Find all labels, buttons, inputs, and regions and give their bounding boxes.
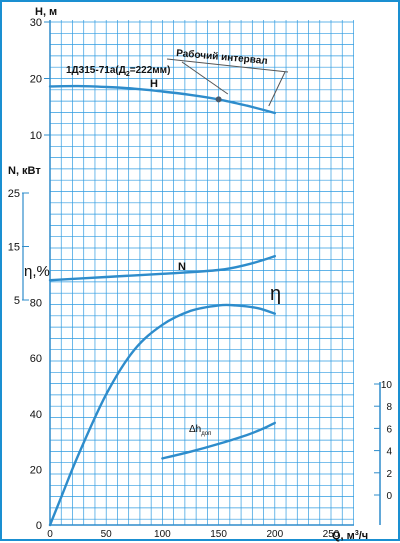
h-tick-label: 30 xyxy=(30,17,42,29)
working-interval-left-leader xyxy=(181,61,229,95)
x-tick-label: 250 xyxy=(323,529,340,540)
npsh-tick-label: 0 xyxy=(386,491,392,502)
h-axis-label: H, м xyxy=(35,6,57,18)
x-tick-label: 150 xyxy=(210,529,227,540)
npsh-curve-label: Δhдоп xyxy=(189,424,211,437)
x-axis-label: Q, м3/ч xyxy=(332,530,368,542)
x-tick-label: 50 xyxy=(101,529,113,540)
pump-model-label: 1Д315-71а(Д2=222мм) xyxy=(66,65,170,78)
x-tick-label: 100 xyxy=(154,529,171,540)
efficiency-tick-label: 40 xyxy=(30,409,42,421)
npsh-tick-label: 8 xyxy=(386,402,392,413)
n-tick-label: 25 xyxy=(8,188,20,200)
x-tick-label: 0 xyxy=(47,529,53,540)
n-curve xyxy=(48,254,276,282)
curves xyxy=(48,84,276,527)
working-interval-right-leader xyxy=(268,71,286,107)
npsh-curve xyxy=(161,421,276,460)
efficiency-tick-label: 80 xyxy=(30,298,42,310)
x-tick-label: 200 xyxy=(266,529,283,540)
curve-labels: H N η Δhдоп xyxy=(150,78,281,437)
npsh-tick-label: 10 xyxy=(381,380,393,391)
h-tick-label: 20 xyxy=(30,74,42,86)
efficiency-curve xyxy=(48,303,276,527)
efficiency-axis-label: η,% xyxy=(24,263,50,280)
h-curve xyxy=(48,84,276,115)
npsh-tick-label: 4 xyxy=(386,447,392,458)
origin-tick-label: 0 xyxy=(36,520,42,532)
n-tick-label: 15 xyxy=(8,242,20,254)
npsh-tick-label: 2 xyxy=(386,469,392,480)
tick-labels: 0 50 100 150 200 2501020305152520406080002468… xyxy=(8,17,393,540)
npsh-tick-label: 6 xyxy=(386,424,392,435)
efficiency-tick-label: 60 xyxy=(30,353,42,365)
working-interval-label: Рабочий интервал xyxy=(176,47,268,67)
working-point xyxy=(215,96,222,103)
n-curve-label: N xyxy=(178,261,186,273)
efficiency-tick-label: 20 xyxy=(30,464,42,476)
h-curve-label: H xyxy=(150,78,158,90)
n-axis-label: N, кВт xyxy=(8,165,41,177)
n-tick-label: 5 xyxy=(14,295,20,307)
efficiency-curve-label: η xyxy=(270,283,281,305)
h-tick-label: 10 xyxy=(30,130,42,142)
working-interval-bracket xyxy=(166,58,289,73)
working-interval-marker xyxy=(166,58,289,107)
axes xyxy=(49,20,381,526)
